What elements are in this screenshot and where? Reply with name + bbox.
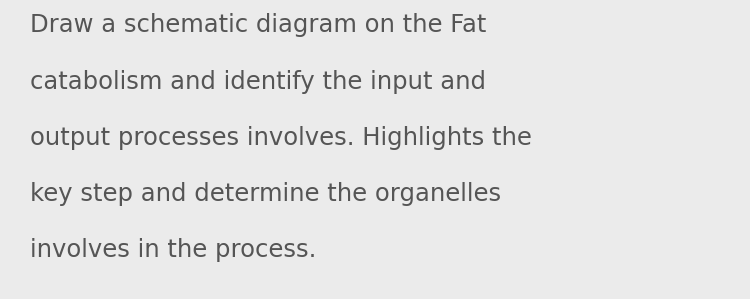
Text: involves in the process.: involves in the process. <box>30 238 316 262</box>
Text: catabolism and identify the input and: catabolism and identify the input and <box>30 70 486 94</box>
Text: Draw a schematic diagram on the Fat: Draw a schematic diagram on the Fat <box>30 13 486 37</box>
Text: key step and determine the organelles: key step and determine the organelles <box>30 182 501 206</box>
Text: output processes involves. Highlights the: output processes involves. Highlights th… <box>30 126 532 150</box>
